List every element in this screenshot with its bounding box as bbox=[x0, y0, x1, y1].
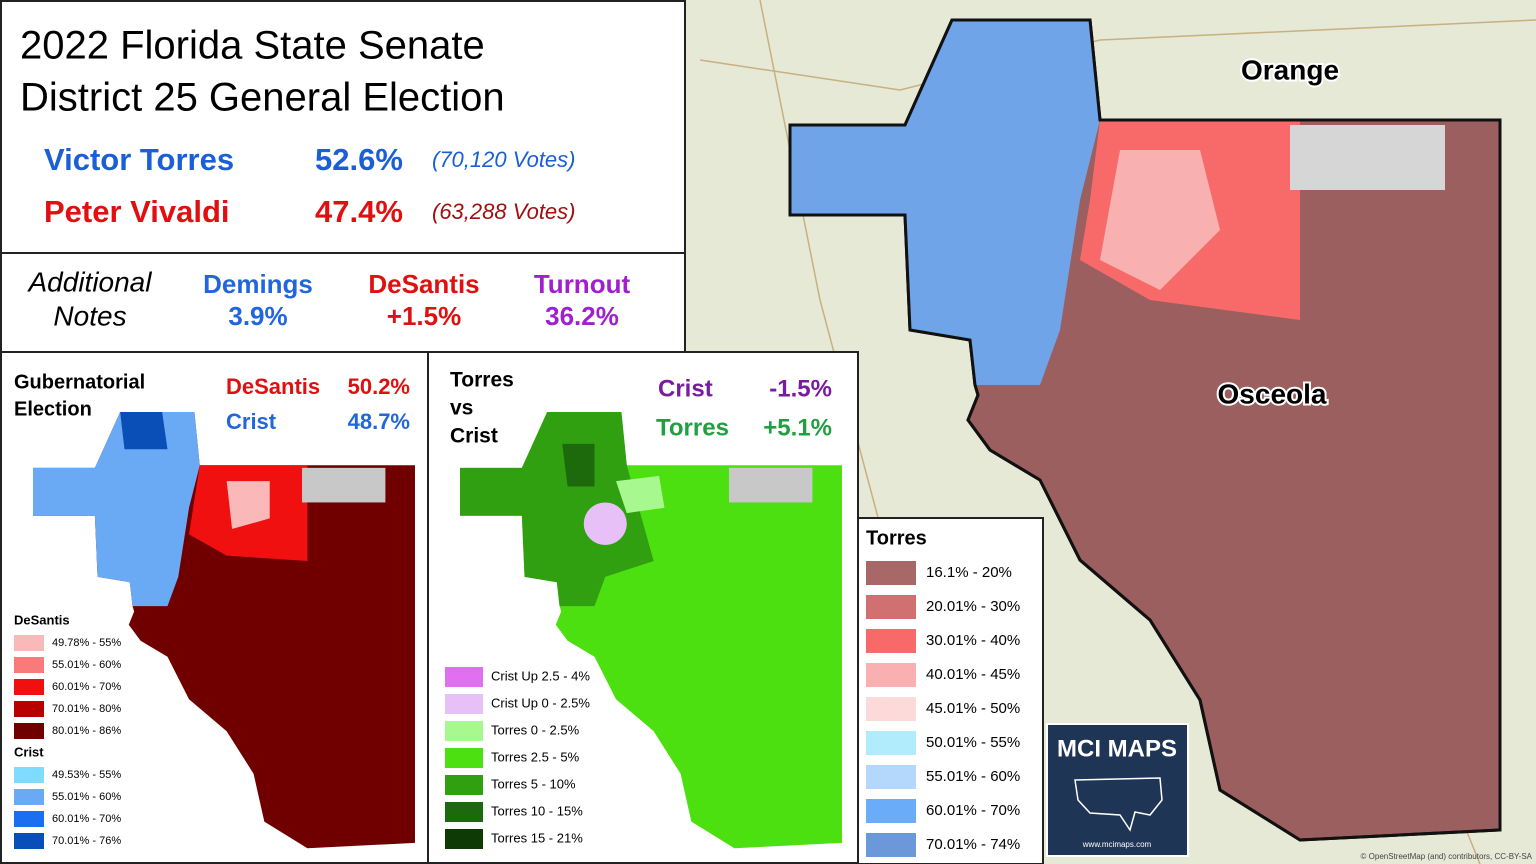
legend-swatch bbox=[14, 657, 44, 673]
note-value: 36.2% bbox=[545, 301, 619, 331]
legend-label: 60.01% - 70% bbox=[52, 813, 121, 825]
legend-label: 16.1% - 20% bbox=[926, 564, 1012, 581]
legend-label: 55.01% - 60% bbox=[52, 791, 121, 803]
legend-swatch bbox=[14, 811, 44, 827]
legend-swatch bbox=[445, 667, 483, 687]
legend-swatch bbox=[14, 833, 44, 849]
county-label: Orange bbox=[1241, 54, 1339, 85]
result-name: Crist bbox=[658, 375, 713, 402]
result-name: Crist bbox=[226, 409, 277, 434]
note-value: 3.9% bbox=[228, 301, 287, 331]
legend: Crist Up 2.5 - 4% Crist Up 0 - 2.5% Torres… bbox=[445, 667, 590, 849]
logo-map bbox=[1074, 777, 1163, 832]
legend-label: 45.01% - 50% bbox=[926, 700, 1020, 717]
legend-swatch bbox=[445, 802, 483, 822]
legend-heading: DeSantis bbox=[14, 612, 70, 627]
legend-swatch bbox=[14, 701, 44, 717]
legend-label: 20.01% - 30% bbox=[926, 598, 1020, 615]
legend-label: 55.01% - 60% bbox=[52, 659, 121, 671]
legend-swatch bbox=[866, 731, 916, 755]
notes-label: Additional bbox=[27, 266, 153, 297]
legend-swatch bbox=[866, 799, 916, 823]
gubernatorial-map bbox=[33, 411, 415, 849]
legend-label: Torres 10 - 15% bbox=[491, 803, 583, 818]
legend-swatch bbox=[866, 595, 916, 619]
county-label: Osceola bbox=[1218, 378, 1327, 409]
panel-title: Election bbox=[14, 398, 92, 420]
note-value: +1.5% bbox=[387, 301, 461, 331]
result-value: +5.1% bbox=[763, 414, 832, 441]
candidate-name: Peter Vivaldi bbox=[44, 194, 230, 229]
panel-title: Gubernatorial bbox=[14, 371, 145, 393]
legend-label: 50.01% - 55% bbox=[926, 734, 1020, 751]
legend-swatch bbox=[445, 829, 483, 849]
legend-swatch bbox=[445, 694, 483, 714]
district-main bbox=[788, 18, 1502, 842]
candidate-votes: (70,120 Votes) bbox=[432, 147, 576, 172]
legend-swatch bbox=[14, 679, 44, 695]
legend-label: 60.01% - 70% bbox=[52, 681, 121, 693]
legend-label: 49.53% - 55% bbox=[52, 769, 121, 781]
legend-label: 70.01% - 76% bbox=[52, 835, 121, 847]
candidate-name: Victor Torres bbox=[44, 142, 234, 177]
panel-title: Torres bbox=[450, 369, 514, 392]
legend-title: Torres bbox=[866, 527, 927, 549]
candidate-share: 47.4% bbox=[315, 194, 403, 229]
legend-label: Crist Up 0 - 2.5% bbox=[491, 695, 590, 710]
legend-swatch bbox=[445, 748, 483, 768]
legend-swatch bbox=[14, 723, 44, 739]
legend-label: 49.78% - 55% bbox=[52, 637, 121, 649]
legend-heading: Crist bbox=[14, 744, 44, 759]
note-name: Demings bbox=[203, 269, 313, 299]
legend-label: 70.01% - 74% bbox=[926, 836, 1020, 853]
logo-title: MCI MAPS bbox=[1057, 735, 1177, 762]
legend-label: Crist Up 2.5 - 4% bbox=[491, 668, 590, 683]
legend-swatch bbox=[445, 721, 483, 741]
result-value: 50.2% bbox=[348, 374, 410, 399]
legend-label: Torres 2.5 - 5% bbox=[491, 749, 580, 764]
candidate-votes: (63,288 Votes) bbox=[432, 199, 576, 224]
result-name: DeSantis bbox=[226, 374, 320, 399]
legend-label: 55.01% - 60% bbox=[926, 768, 1020, 785]
legend-label: 60.01% - 70% bbox=[926, 802, 1020, 819]
logo bbox=[1046, 723, 1189, 857]
result-value: 48.7% bbox=[348, 409, 410, 434]
legend-label: Torres 5 - 10% bbox=[491, 776, 576, 791]
panel-title: vs bbox=[450, 397, 473, 420]
candidate-share: 52.6% bbox=[315, 142, 403, 177]
note-name: DeSantis bbox=[368, 269, 479, 299]
legend-label: 30.01% - 40% bbox=[926, 632, 1020, 649]
legend-swatch bbox=[866, 561, 916, 585]
note-name: Turnout bbox=[534, 269, 631, 299]
title-panel bbox=[0, 0, 686, 254]
legend-swatch bbox=[866, 663, 916, 687]
legend-swatch bbox=[866, 765, 916, 789]
comparison-map bbox=[460, 411, 842, 849]
legend-swatch bbox=[14, 789, 44, 805]
legend-label: Torres 0 - 2.5% bbox=[491, 722, 580, 737]
result-value: -1.5% bbox=[769, 375, 832, 402]
panel-title: Crist bbox=[450, 425, 498, 448]
legend-swatch bbox=[866, 697, 916, 721]
title: District 25 General Election bbox=[20, 76, 505, 120]
notes-label: Notes bbox=[53, 300, 126, 331]
legend: DeSantis 49.78% - 55% 55.01% - 60% 60.01% -… bbox=[14, 612, 121, 849]
legend-swatch bbox=[866, 629, 916, 653]
attribution: © OpenStreetMap (and) contributors, CC-B… bbox=[1361, 852, 1533, 861]
legend-swatch bbox=[445, 775, 483, 795]
legend-label: 80.01% - 86% bbox=[52, 725, 121, 737]
logo-url: www.mcimaps.com bbox=[1082, 840, 1152, 849]
result-name: Torres bbox=[656, 414, 729, 441]
legend-label: 40.01% - 45% bbox=[926, 666, 1020, 683]
legend-label: 70.01% - 80% bbox=[52, 703, 121, 715]
legend-swatch bbox=[866, 833, 916, 857]
legend-swatch bbox=[14, 767, 44, 783]
title: 2022 Florida State Senate bbox=[20, 24, 485, 68]
legend: 16.1% - 20% 20.01% - 30% 30.01% - 40% 40.01… bbox=[866, 561, 1020, 857]
legend-label: Torres 15 - 21% bbox=[491, 830, 583, 845]
legend-swatch bbox=[14, 635, 44, 651]
